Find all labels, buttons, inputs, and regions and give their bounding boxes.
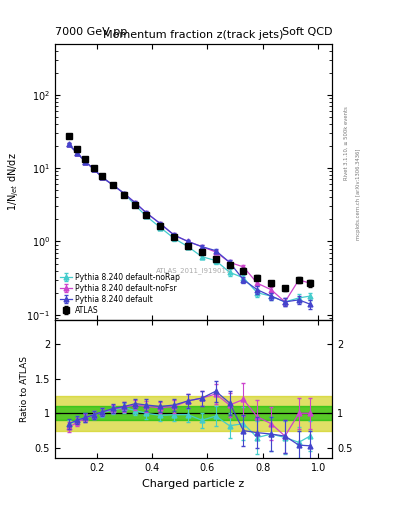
X-axis label: Charged particle z: Charged particle z [142, 479, 245, 488]
Y-axis label: 1/N$_{jet}$ dN/dz: 1/N$_{jet}$ dN/dz [6, 153, 21, 211]
Title: Momentum fraction z(track jets): Momentum fraction z(track jets) [103, 30, 284, 40]
Text: Rivet 3.1.10, ≥ 500k events: Rivet 3.1.10, ≥ 500k events [344, 106, 349, 180]
Y-axis label: Ratio to ATLAS: Ratio to ATLAS [20, 356, 29, 422]
Text: 7000 GeV pp: 7000 GeV pp [55, 27, 127, 37]
Text: ATLAS_2011_I919017: ATLAS_2011_I919017 [156, 267, 231, 273]
Text: mcplots.cern.ch [arXiv:1306.3436]: mcplots.cern.ch [arXiv:1306.3436] [356, 149, 361, 240]
Legend: Pythia 8.240 default-noRap, Pythia 8.240 default-noFsr, Pythia 8.240 default, AT: Pythia 8.240 default-noRap, Pythia 8.240… [59, 271, 181, 316]
Text: Soft QCD: Soft QCD [282, 27, 332, 37]
